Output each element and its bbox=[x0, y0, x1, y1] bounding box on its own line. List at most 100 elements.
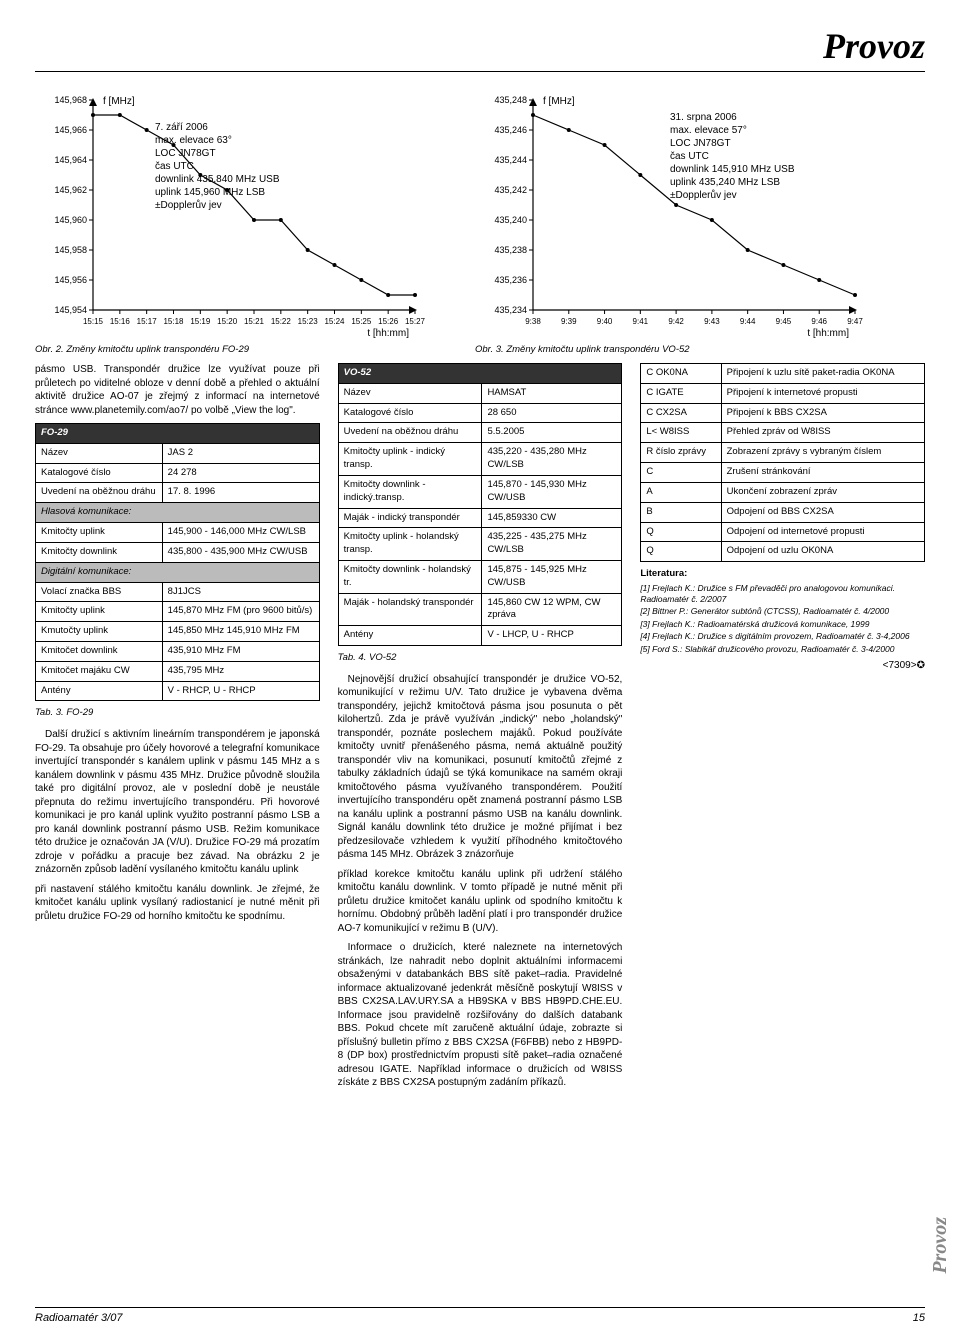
table-cell: V - RHCP, U - RHCP bbox=[162, 681, 319, 701]
fo29-sub2: Digitální komunikace: bbox=[36, 562, 320, 582]
table-cell: Kmitočty uplink bbox=[36, 523, 163, 543]
svg-text:15:24: 15:24 bbox=[324, 317, 345, 326]
svg-text:downlink 145,910 MHz USB: downlink 145,910 MHz USB bbox=[670, 164, 795, 175]
table-cell: 145,875 - 145,925 MHz CW/USB bbox=[482, 560, 622, 593]
table-row: Kmitočty downlink435,800 - 435,900 MHz C… bbox=[36, 542, 320, 562]
svg-text:435,236: 435,236 bbox=[494, 275, 527, 285]
table-cell: Volací značka BBS bbox=[36, 582, 163, 602]
svg-text:15:19: 15:19 bbox=[190, 317, 211, 326]
section-title: Provoz bbox=[35, 25, 925, 67]
svg-text:uplink 145,960 MHz LSB: uplink 145,960 MHz LSB bbox=[155, 187, 265, 198]
svg-text:145,956: 145,956 bbox=[54, 275, 87, 285]
svg-text:uplink 435,240 MHz LSB: uplink 435,240 MHz LSB bbox=[670, 177, 780, 188]
svg-text:15:23: 15:23 bbox=[298, 317, 319, 326]
table-cell: Odpojení od BBS CX2SA bbox=[721, 502, 924, 522]
table-cell: 145,870 - 145,930 MHz CW/USB bbox=[482, 475, 622, 508]
svg-text:LOC JN78GT: LOC JN78GT bbox=[155, 148, 216, 159]
svg-text:9:39: 9:39 bbox=[561, 317, 577, 326]
svg-text:145,958: 145,958 bbox=[54, 245, 87, 255]
table-cell: Kmitočty uplink bbox=[36, 602, 163, 622]
svg-text:15:25: 15:25 bbox=[351, 317, 372, 326]
svg-text:t [hh:mm]: t [hh:mm] bbox=[367, 328, 409, 339]
lit-item: [3] Frejlach K.: Radioamatérská družicov… bbox=[640, 619, 925, 630]
table-row: NázevHAMSAT bbox=[338, 383, 622, 403]
p3: při nastavení stálého kmitočtu kanálu do… bbox=[35, 883, 320, 924]
table-row: C OK0NAPřipojení k uzlu sítě paket-radia… bbox=[641, 364, 925, 384]
fo29-caption: Tab. 3. FO-29 bbox=[35, 707, 320, 720]
svg-text:9:45: 9:45 bbox=[776, 317, 792, 326]
footer: Radioamatér 3/07 15 bbox=[35, 1307, 925, 1324]
svg-text:15:21: 15:21 bbox=[244, 317, 265, 326]
chart-left-caption: Obr. 2. Změny kmitočtu uplink transpondé… bbox=[35, 344, 415, 355]
table-row: Maják - indický transpondér145,859330 CW bbox=[338, 508, 622, 528]
table-cell: A bbox=[641, 482, 721, 502]
svg-text:145,964: 145,964 bbox=[54, 155, 87, 165]
svg-text:435,246: 435,246 bbox=[494, 125, 527, 135]
table-row: Kmitočty uplink - indický transp.435,220… bbox=[338, 443, 622, 476]
svg-text:15:27: 15:27 bbox=[405, 317, 425, 326]
table-cell: 145,870 MHz FM (pro 9600 bitů/s) bbox=[162, 602, 319, 622]
table-cell: Ukončení zobrazení zpráv bbox=[721, 482, 924, 502]
table-cell: Kmutočty uplink bbox=[36, 622, 163, 642]
svg-text:435,242: 435,242 bbox=[494, 185, 527, 195]
table-row: QOdpojení od uzlu OK0NA bbox=[641, 542, 925, 562]
side-tab: Provoz bbox=[929, 1217, 952, 1274]
svg-text:145,954: 145,954 bbox=[54, 305, 87, 315]
table-cell: Název bbox=[338, 383, 482, 403]
table-cell: Q bbox=[641, 542, 721, 562]
svg-text:čas UTC: čas UTC bbox=[670, 151, 709, 162]
svg-text:15:22: 15:22 bbox=[271, 317, 292, 326]
table-row: C CX2SAPřipojení k BBS CX2SA bbox=[641, 403, 925, 423]
p1: pásmo USB. Transpondér družice lze využí… bbox=[35, 363, 320, 417]
table-fo29: FO-29 NázevJAS 2Katalogové číslo24 278Uv… bbox=[35, 423, 320, 701]
svg-text:15:17: 15:17 bbox=[137, 317, 158, 326]
table-cell: Maják - holandský transpondér bbox=[338, 593, 482, 626]
svg-text:15:20: 15:20 bbox=[217, 317, 238, 326]
svg-text:±Dopplerův jev: ±Dopplerův jev bbox=[155, 199, 222, 211]
svg-text:15:16: 15:16 bbox=[110, 317, 131, 326]
header-rule bbox=[35, 71, 925, 72]
table-cell: Katalogové číslo bbox=[36, 463, 163, 483]
table-cell: R číslo zprávy bbox=[641, 443, 721, 463]
table-cell: Q bbox=[641, 522, 721, 542]
table-row: BOdpojení od BBS CX2SA bbox=[641, 502, 925, 522]
svg-text:145,960: 145,960 bbox=[54, 215, 87, 225]
table-cell: Přehled zpráv od W8ISS bbox=[721, 423, 924, 443]
svg-text:f [MHz]: f [MHz] bbox=[103, 96, 135, 107]
svg-text:15:18: 15:18 bbox=[163, 317, 184, 326]
table-cell: 28 650 bbox=[482, 403, 622, 423]
table-cell: 145,859330 CW bbox=[482, 508, 622, 528]
table-row: Kmitočty uplink145,900 - 146,000 MHz CW/… bbox=[36, 523, 320, 543]
p2: Další družicí s aktivním lineárním trans… bbox=[35, 728, 320, 877]
table-row: CZrušení stránkování bbox=[641, 463, 925, 483]
table-cell: C bbox=[641, 463, 721, 483]
vo52-caption: Tab. 4. VO-52 bbox=[338, 652, 623, 665]
table-row: Kmitočet downlink435,910 MHz FM bbox=[36, 641, 320, 661]
svg-text:9:44: 9:44 bbox=[740, 317, 756, 326]
table-cell: Zobrazení zprávy s vybraným číslem bbox=[721, 443, 924, 463]
table-cell: C OK0NA bbox=[641, 364, 721, 384]
svg-text:9:47: 9:47 bbox=[847, 317, 863, 326]
signature: <7309>✪ bbox=[640, 659, 925, 673]
table-cell: C CX2SA bbox=[641, 403, 721, 423]
table-cell: Katalogové číslo bbox=[338, 403, 482, 423]
table-cell: Uvedení na oběžnou dráhu bbox=[36, 483, 163, 503]
fo29-title: FO-29 bbox=[36, 424, 320, 444]
table-cmds: C OK0NAPřipojení k uzlu sítě paket-radia… bbox=[640, 363, 925, 562]
table-row: AUkončení zobrazení zpráv bbox=[641, 482, 925, 502]
svg-text:145,968: 145,968 bbox=[54, 95, 87, 105]
table-cell: Kmitočet majáku CW bbox=[36, 661, 163, 681]
table-cell: 145,900 - 146,000 MHz CW/LSB bbox=[162, 523, 319, 543]
p5: příklad korekce kmitočtu kanálu uplink p… bbox=[338, 868, 623, 936]
fo29-sub1: Hlasová komunikace: bbox=[36, 503, 320, 523]
svg-text:f [MHz]: f [MHz] bbox=[543, 96, 575, 107]
lit-header: Literatura: bbox=[640, 568, 925, 581]
svg-text:downlink 435,840 MHz USB: downlink 435,840 MHz USB bbox=[155, 174, 280, 185]
table-row: Katalogové číslo24 278 bbox=[36, 463, 320, 483]
table-row: Uvedení na oběžnou dráhu5.5.2005 bbox=[338, 423, 622, 443]
svg-text:7. září 2006: 7. září 2006 bbox=[155, 122, 208, 133]
svg-text:435,238: 435,238 bbox=[494, 245, 527, 255]
footer-right: 15 bbox=[913, 1312, 925, 1324]
table-row: Kmitočet majáku CW435,795 MHz bbox=[36, 661, 320, 681]
chart-left: 145,954145,956145,958145,960145,962145,9… bbox=[35, 90, 415, 355]
